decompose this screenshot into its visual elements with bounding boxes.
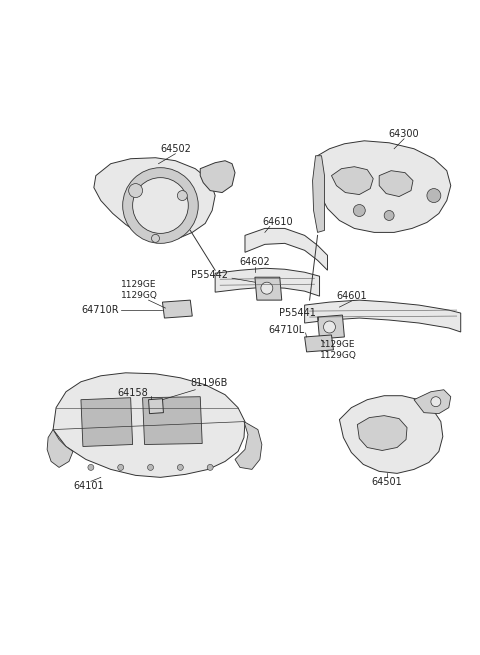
- Text: 64602: 64602: [240, 257, 270, 267]
- Text: 64710L: 64710L: [268, 325, 305, 335]
- Text: P55441: P55441: [279, 308, 315, 318]
- Polygon shape: [245, 229, 327, 271]
- Circle shape: [324, 321, 336, 333]
- Polygon shape: [357, 416, 407, 451]
- Text: 64501: 64501: [372, 477, 403, 487]
- Circle shape: [129, 183, 143, 198]
- Text: 64300: 64300: [389, 129, 420, 139]
- Text: 1129GE
1129GQ: 1129GE 1129GQ: [120, 280, 157, 300]
- Polygon shape: [143, 397, 202, 445]
- Polygon shape: [81, 398, 132, 447]
- Circle shape: [123, 168, 198, 244]
- Circle shape: [431, 397, 441, 407]
- Polygon shape: [305, 335, 334, 352]
- Text: 64601: 64601: [336, 291, 367, 301]
- Polygon shape: [200, 160, 235, 193]
- Polygon shape: [162, 300, 192, 318]
- Polygon shape: [47, 430, 73, 468]
- Circle shape: [152, 234, 159, 242]
- Polygon shape: [339, 396, 443, 474]
- Circle shape: [207, 464, 213, 470]
- Circle shape: [427, 189, 441, 202]
- Polygon shape: [255, 277, 282, 300]
- Text: 64158: 64158: [118, 388, 148, 398]
- Polygon shape: [414, 390, 451, 414]
- Circle shape: [118, 464, 124, 470]
- Circle shape: [353, 204, 365, 216]
- Circle shape: [261, 282, 273, 294]
- Polygon shape: [312, 156, 324, 233]
- Polygon shape: [318, 315, 344, 339]
- Polygon shape: [305, 300, 461, 332]
- Polygon shape: [94, 158, 215, 240]
- Text: 64101: 64101: [73, 481, 104, 491]
- Polygon shape: [235, 422, 262, 470]
- Circle shape: [88, 464, 94, 470]
- Circle shape: [132, 178, 188, 233]
- Polygon shape: [215, 269, 320, 296]
- Text: 64502: 64502: [160, 143, 191, 154]
- Circle shape: [178, 464, 183, 470]
- Polygon shape: [332, 166, 373, 195]
- Text: 64610: 64610: [263, 217, 293, 227]
- Circle shape: [384, 210, 394, 221]
- Polygon shape: [53, 373, 245, 477]
- Text: P55442: P55442: [191, 271, 228, 280]
- Text: 1129GE
1129GQ: 1129GE 1129GQ: [320, 340, 357, 360]
- Circle shape: [147, 464, 154, 470]
- Text: 81196B: 81196B: [190, 378, 228, 388]
- Text: 64710R: 64710R: [81, 305, 119, 315]
- Polygon shape: [316, 141, 451, 233]
- Circle shape: [178, 191, 187, 200]
- Polygon shape: [148, 399, 164, 414]
- Polygon shape: [379, 171, 413, 196]
